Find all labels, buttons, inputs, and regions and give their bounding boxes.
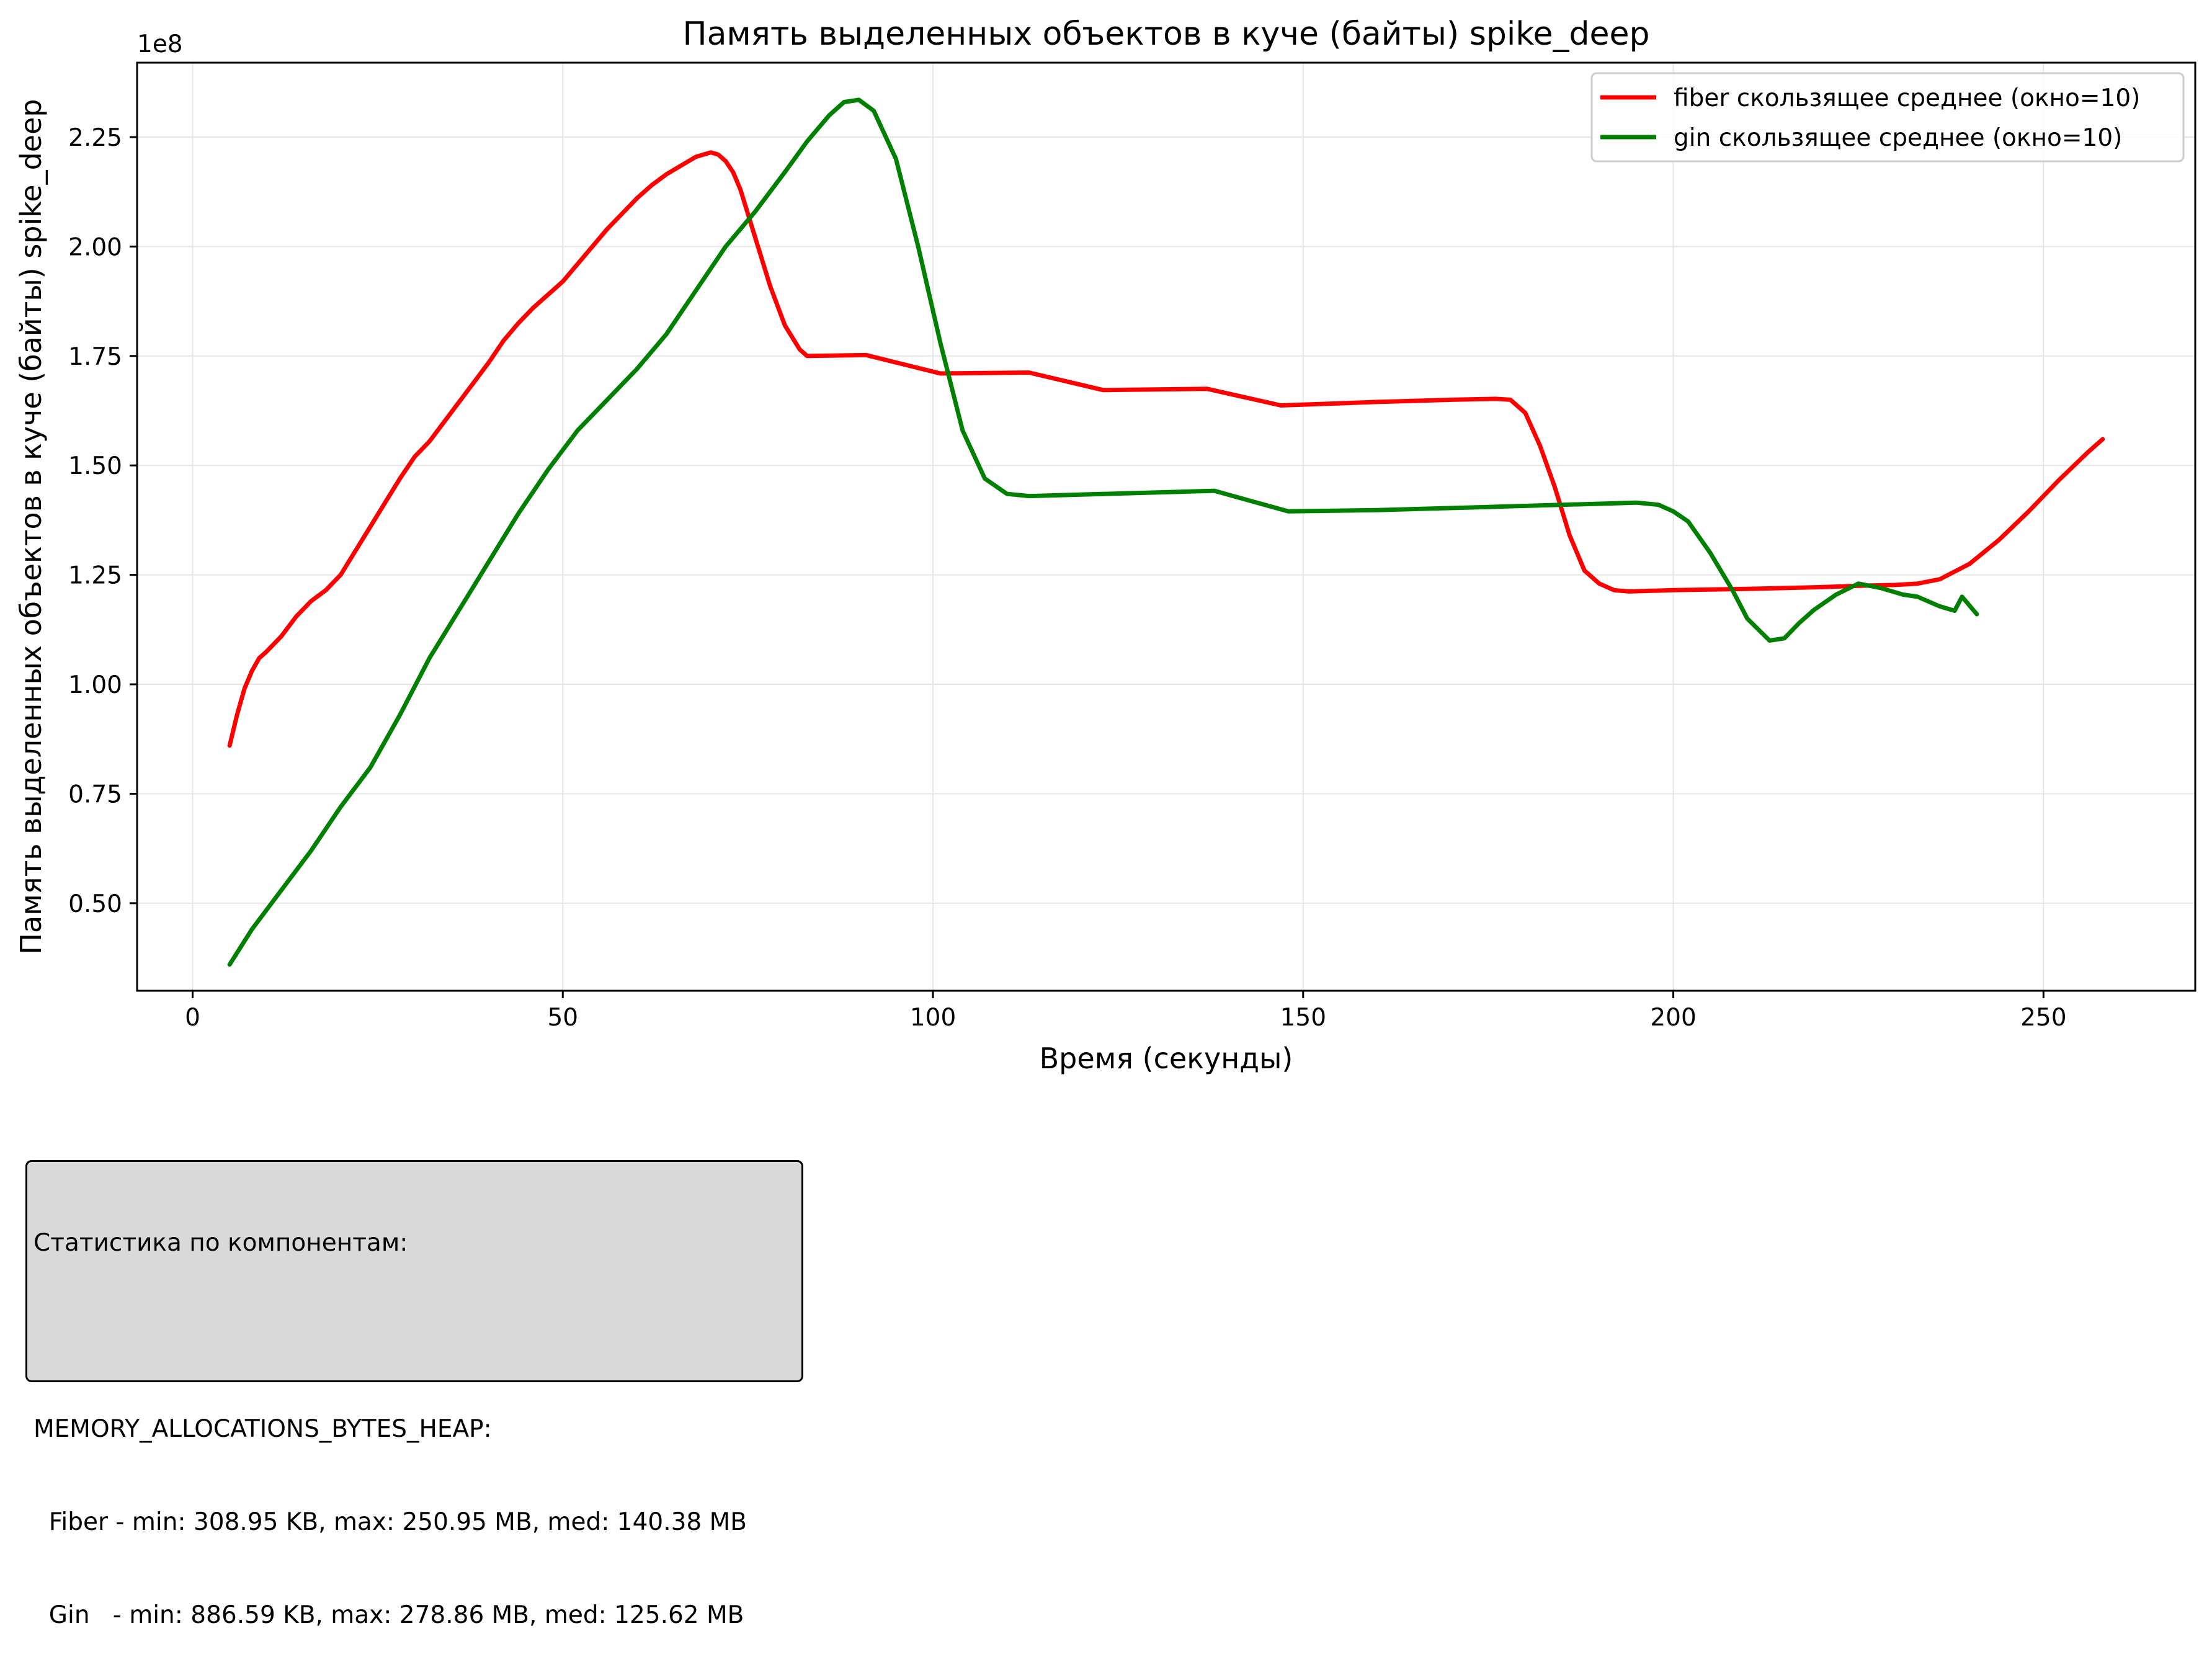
x-tick-label: 150 bbox=[1280, 1004, 1326, 1032]
y-tick-label: 1.25 bbox=[68, 562, 122, 590]
stats-blank-line bbox=[33, 1321, 795, 1352]
stats-metric-name: MEMORY_ALLOCATIONS_BYTES_HEAP: bbox=[33, 1415, 492, 1443]
legend: fiber скользящее среднее (окно=10) gin с… bbox=[1590, 72, 2185, 163]
legend-label-gin: gin скользящее среднее (окно=10) bbox=[1674, 124, 2122, 152]
plot-area-frame bbox=[136, 61, 2196, 992]
y-axis-offset-label: 1e8 bbox=[137, 30, 183, 58]
grid-lines bbox=[137, 63, 2195, 991]
x-tick-label: 250 bbox=[2020, 1004, 2066, 1032]
x-tick-label: 50 bbox=[547, 1004, 578, 1032]
legend-label-fiber: fiber скользящее среднее (окно=10) bbox=[1674, 84, 2140, 112]
series-lines bbox=[227, 97, 2105, 967]
y-tick-label: 1.75 bbox=[68, 343, 122, 371]
gin-series-line bbox=[227, 97, 1979, 967]
stats-heading: Статистика по компонентам: bbox=[33, 1229, 408, 1257]
component-stats-box: Статистика по компонентам: MEMORY_ALLOCA… bbox=[25, 1160, 803, 1629]
y-tick-label: 0.50 bbox=[68, 890, 122, 918]
x-tick-label: 100 bbox=[910, 1004, 956, 1032]
line-chart: 0 50 100 150 200 250 0.50 0.75 1.00 1.25 1.50 1.75… bbox=[14, 16, 2196, 1075]
y-tick-label: 2.25 bbox=[68, 124, 122, 152]
stats-gin-line: Gin - min: 886.59 KB, max: 278.86 MB, me… bbox=[33, 1601, 744, 1629]
x-tick-label: 200 bbox=[1650, 1004, 1696, 1032]
y-tick-label: 1.00 bbox=[68, 671, 122, 699]
y-tick-label: 0.75 bbox=[68, 780, 122, 808]
y-axis-label: Память выделенных объектов в куче (байты… bbox=[14, 99, 48, 954]
legend-frame bbox=[1590, 72, 2185, 163]
stats-fiber-line: Fiber - min: 308.95 KB, max: 250.95 MB, … bbox=[33, 1508, 747, 1536]
x-tick-label: 0 bbox=[185, 1004, 200, 1032]
fiber-series-line bbox=[227, 150, 2105, 748]
x-axis: 0 50 100 150 200 250 bbox=[185, 991, 2067, 1032]
y-axis: 0.50 0.75 1.00 1.25 1.50 1.75 2.00 2.25 bbox=[68, 124, 137, 918]
y-tick-label: 1.50 bbox=[68, 452, 122, 480]
y-tick-label: 2.00 bbox=[68, 233, 122, 261]
chart-title: Память выделенных объектов в куче (байты… bbox=[682, 16, 1649, 53]
x-axis-label: Время (секунды) bbox=[1040, 1042, 1293, 1075]
